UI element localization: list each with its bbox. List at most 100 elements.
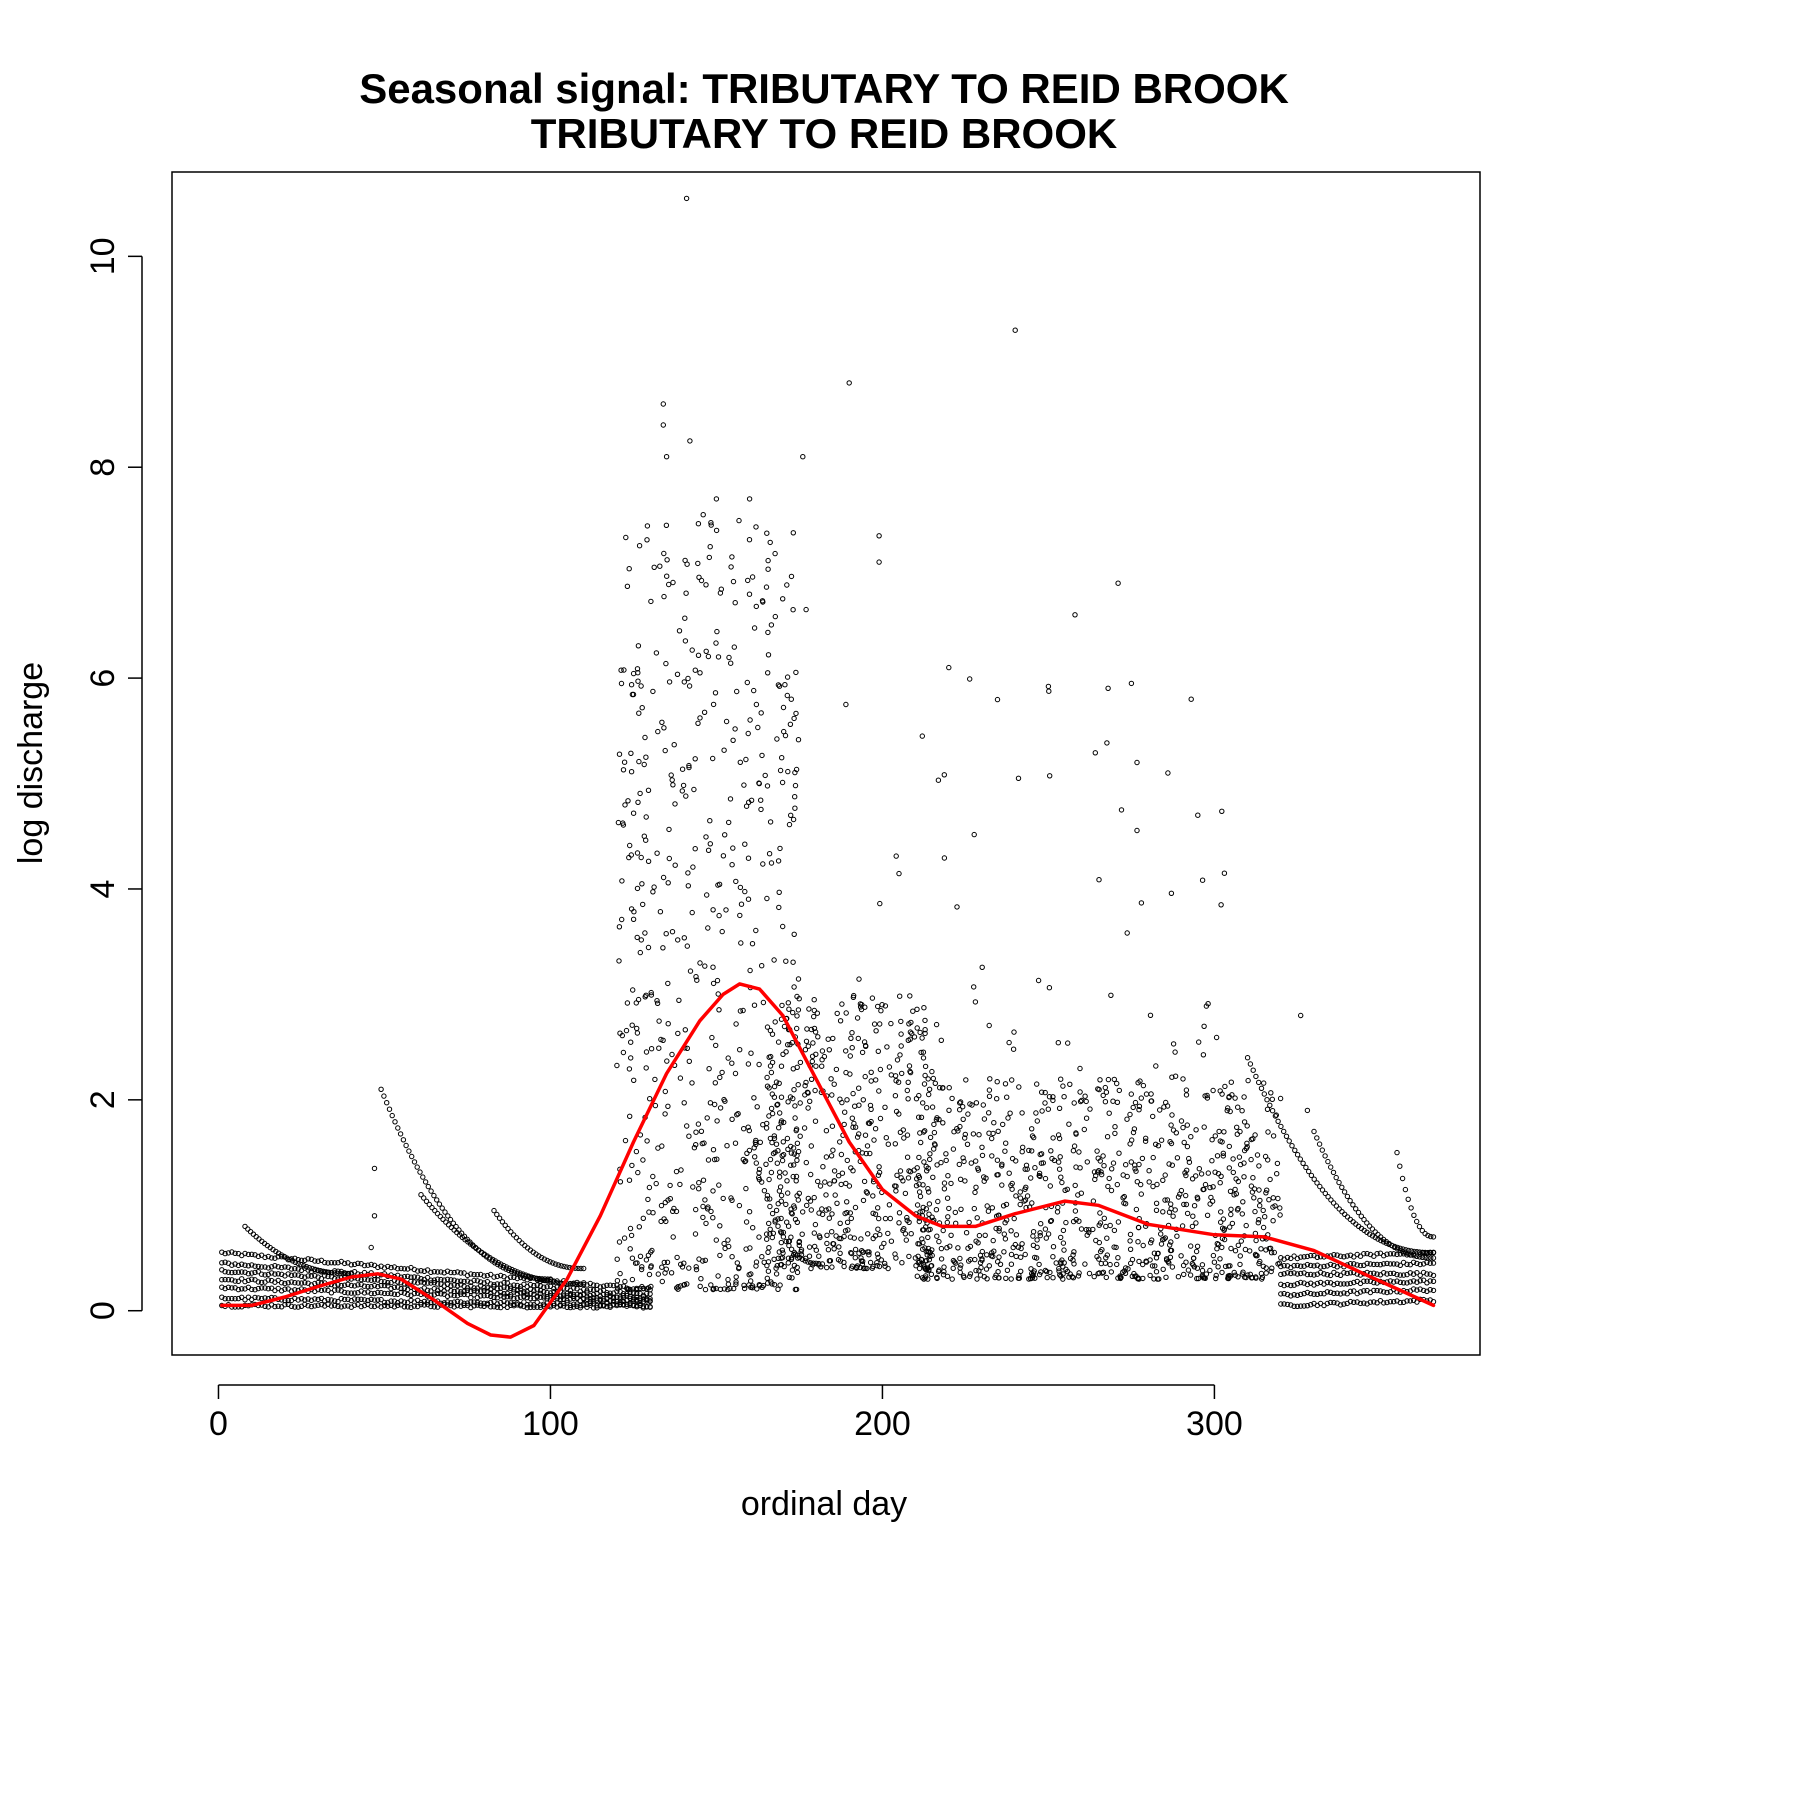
data-point <box>1228 1211 1234 1218</box>
data-point <box>1100 1092 1106 1099</box>
data-point <box>892 1093 899 1099</box>
data-point <box>670 1208 676 1215</box>
data-point <box>773 1079 780 1085</box>
data-point <box>1394 1246 1401 1252</box>
data-point <box>731 644 737 650</box>
data-point <box>643 754 649 760</box>
data-point <box>803 1079 809 1086</box>
data-point <box>761 1188 768 1194</box>
data-point <box>900 1127 906 1133</box>
data-point <box>513 1235 520 1241</box>
data-point <box>808 1207 814 1213</box>
data-point <box>915 1173 922 1179</box>
data-point <box>425 1183 431 1190</box>
data-point <box>780 596 786 602</box>
data-point <box>793 766 800 773</box>
data-point <box>898 1031 904 1037</box>
data-point <box>1330 1169 1337 1176</box>
data-point <box>865 1231 871 1237</box>
data-point <box>474 1299 481 1306</box>
data-point <box>305 1303 311 1309</box>
data-point <box>1371 1279 1377 1286</box>
data-point <box>1131 1126 1138 1132</box>
data-point <box>1230 1169 1237 1176</box>
data-point <box>1140 1242 1146 1249</box>
data-point <box>517 1303 524 1309</box>
data-point <box>351 1296 358 1302</box>
data-point <box>793 1127 799 1134</box>
data-point <box>1294 1271 1301 1277</box>
data-point <box>614 1062 620 1069</box>
data-point <box>1328 1164 1334 1170</box>
data-point <box>1102 1084 1109 1091</box>
data-point <box>780 1139 786 1145</box>
data-point <box>1218 1209 1224 1215</box>
data-point <box>773 1265 779 1271</box>
data-point <box>811 1194 817 1201</box>
data-point <box>1047 773 1053 779</box>
data-point <box>848 1250 854 1256</box>
data-point <box>834 1010 840 1017</box>
data-point <box>758 710 764 716</box>
data-point <box>1107 1261 1113 1268</box>
data-point <box>651 884 657 890</box>
data-point <box>615 1285 621 1292</box>
data-point <box>933 1117 940 1123</box>
data-point <box>391 1291 398 1297</box>
data-point <box>933 1207 940 1213</box>
data-point <box>766 1176 772 1183</box>
data-point <box>927 1253 933 1260</box>
data-point <box>755 724 761 731</box>
data-point <box>1404 1280 1410 1286</box>
data-point <box>1073 1130 1079 1136</box>
data-point <box>1411 1253 1417 1259</box>
data-point <box>789 1040 795 1046</box>
data-point <box>775 1039 782 1045</box>
data-point <box>695 1121 702 1127</box>
data-point <box>786 821 793 828</box>
data-point <box>1013 1253 1019 1260</box>
data-point <box>621 759 628 765</box>
data-point <box>868 1078 874 1084</box>
data-point <box>934 1162 940 1168</box>
data-point <box>378 1282 384 1289</box>
data-point <box>681 679 687 685</box>
data-point <box>918 1139 924 1146</box>
data-point <box>989 1153 995 1159</box>
data-point <box>1109 1166 1115 1172</box>
data-point <box>702 963 708 969</box>
data-point <box>1277 1205 1283 1211</box>
data-point <box>478 1293 484 1299</box>
data-point <box>713 496 720 502</box>
data-point <box>395 1125 401 1131</box>
data-point <box>1234 1207 1241 1213</box>
data-point <box>852 1246 859 1253</box>
data-point <box>811 1007 817 1014</box>
data-point <box>1331 1299 1337 1306</box>
data-point <box>913 1263 919 1269</box>
data-point <box>1168 1201 1174 1207</box>
data-point <box>976 1132 982 1138</box>
data-point <box>351 1261 358 1268</box>
data-point <box>876 533 882 539</box>
data-point <box>1207 1201 1213 1207</box>
data-point <box>368 1303 374 1309</box>
data-point <box>1308 1252 1314 1259</box>
data-point <box>1344 1281 1350 1287</box>
data-point <box>696 1186 702 1192</box>
data-point <box>745 896 752 902</box>
data-point <box>544 1294 550 1300</box>
data-point <box>1115 1255 1121 1261</box>
data-point <box>474 1288 481 1294</box>
data-point <box>1381 1289 1387 1295</box>
data-point <box>1103 1255 1109 1261</box>
data-point <box>521 1290 527 1296</box>
data-point <box>921 1005 927 1011</box>
data-point <box>846 1183 853 1189</box>
data-point <box>872 1126 879 1132</box>
data-point <box>658 1036 664 1043</box>
data-point <box>1213 1034 1220 1041</box>
data-point <box>795 1197 801 1203</box>
data-point <box>623 1027 630 1034</box>
data-point <box>594 1297 600 1303</box>
